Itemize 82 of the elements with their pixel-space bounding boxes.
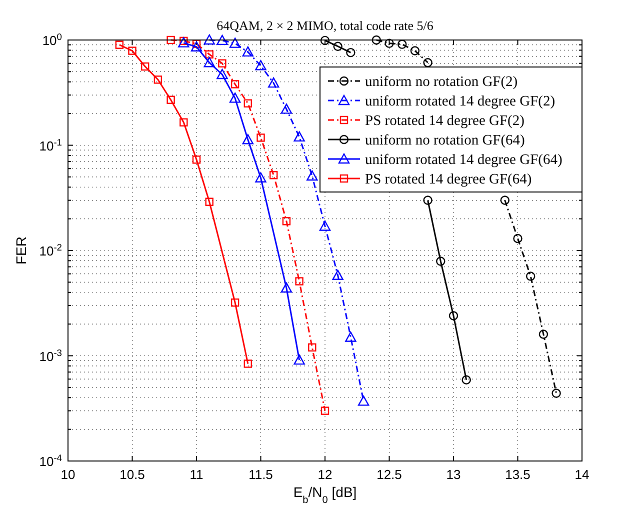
point [306,170,318,181]
point [216,68,228,80]
point [436,256,446,266]
point [552,388,561,398]
point [230,80,240,88]
legend-label: PS rotated 14 degree GF(2) [365,113,525,129]
legend-label: PS rotated 14 degree GF(64) [365,172,532,188]
point [230,298,240,307]
x-axis-title: E$_{b}$/N$_{0}$ [dB] [293,484,357,505]
point [180,118,188,126]
point [128,46,136,55]
point [280,104,292,114]
point [538,330,548,339]
point [423,196,432,205]
point [358,396,370,406]
y-tick-label: 10$^{-2}$ [39,242,62,258]
point [423,58,432,68]
point [204,34,215,45]
point [332,270,344,280]
x-tick-label: 14 [574,467,590,482]
point [320,406,330,415]
point [513,234,522,244]
point [244,360,252,368]
x-tick-label: 13 [446,467,461,482]
point [229,92,241,103]
x-tick-label: 10 [60,467,76,482]
point [154,76,162,84]
point [282,217,291,226]
legend-label: uniform no rotation GF(64) [365,132,526,148]
point [229,38,241,48]
legend-label: uniform no rotation GF(2) [365,74,518,90]
x-tick-label: 12.5 [376,467,402,482]
y-tick-label: 10$^{-4}$ [39,453,62,469]
y-tick-label: 10$^{-1}$ [39,137,62,154]
point [192,40,201,48]
point [242,134,254,144]
point [448,311,458,320]
point [192,156,201,164]
point [410,46,420,56]
x-tick-label: 10.5 [120,467,145,482]
point [190,41,202,52]
x-tick-label: 13.5 [505,467,530,482]
point [280,282,292,293]
point [205,50,214,58]
y-tick-label: 10$^{0}$ [42,32,62,48]
point [255,172,266,182]
y-axis-title: FER [13,236,29,264]
x-tick-label: 11 [190,467,204,482]
point [372,35,381,45]
x-tick-label: 11.5 [248,467,273,482]
point [308,343,316,352]
point [333,42,342,51]
point [294,354,305,365]
point [204,56,215,68]
point [115,40,124,49]
point [166,96,175,104]
point [166,36,175,44]
point [345,332,356,342]
point [294,131,305,142]
point [256,134,265,142]
point [205,198,214,206]
point [500,196,510,205]
point [270,171,278,180]
point [255,60,266,70]
y-tick-label: 10$^{-3}$ [39,348,62,364]
point [319,220,331,231]
point [242,46,254,57]
point [526,272,536,281]
chart-title: 64QAM, 2 × 2 MIMO, total code rate 5/6 [216,18,434,33]
point [384,38,394,48]
point [244,99,252,108]
point [141,62,150,71]
point [218,59,226,68]
legend-label: uniform rotated 14 degree GF(2) [365,94,556,110]
x-tick-label: 12 [318,467,332,482]
point [346,48,356,58]
point [398,40,407,49]
point [216,34,228,46]
point [268,77,280,88]
point [295,277,304,286]
legend-label: uniform rotated 14 degree GF(64) [365,152,562,168]
point [462,375,471,384]
